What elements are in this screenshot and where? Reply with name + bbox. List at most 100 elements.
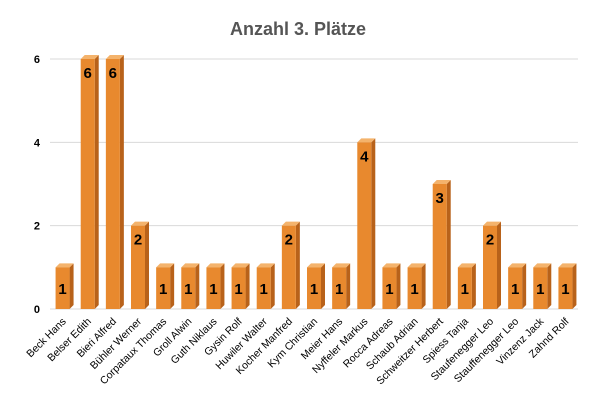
data-label: 1 xyxy=(561,281,569,298)
bar-top xyxy=(231,263,250,268)
data-label: 2 xyxy=(134,232,142,249)
bar-8 xyxy=(256,263,275,309)
bar-side xyxy=(471,263,476,309)
bar-front xyxy=(357,142,372,309)
bar-top xyxy=(307,263,325,268)
bar-side xyxy=(446,180,451,309)
bar-front xyxy=(206,267,221,309)
bar-4 xyxy=(156,263,175,309)
bar-top xyxy=(432,180,451,184)
bar-top xyxy=(55,263,74,268)
bar-front xyxy=(307,267,321,309)
bar-19 xyxy=(533,263,552,309)
bar-side xyxy=(321,263,325,309)
bar-top xyxy=(332,263,351,268)
bar-side xyxy=(547,263,552,309)
bar-top xyxy=(256,263,275,268)
bar-1 xyxy=(80,55,99,309)
bar-top xyxy=(105,55,124,59)
bar-top xyxy=(558,263,577,268)
bar-side xyxy=(119,55,124,309)
bar-side xyxy=(371,138,376,309)
bar-top xyxy=(80,55,99,59)
bar-9 xyxy=(281,221,300,309)
bar-side xyxy=(346,263,351,309)
bar-side xyxy=(145,221,149,309)
bar-front xyxy=(508,267,523,309)
y-tick-label: 4 xyxy=(34,137,41,149)
bar-top xyxy=(533,263,552,268)
bar-side xyxy=(295,221,300,309)
bar-front xyxy=(231,267,246,309)
y-axis-ticks: 0 2 4 6 xyxy=(34,54,41,316)
bar-front xyxy=(281,225,296,309)
data-label: 1 xyxy=(209,281,217,298)
bar-3 xyxy=(131,221,149,309)
bar-5 xyxy=(181,263,200,309)
bar-17 xyxy=(483,221,501,309)
bar-front xyxy=(256,267,271,309)
bar-front xyxy=(382,267,397,309)
bar-side xyxy=(220,263,225,309)
data-label: 6 xyxy=(109,65,117,82)
bar-7 xyxy=(231,263,250,309)
bar-front xyxy=(131,225,145,309)
data-label: 1 xyxy=(58,281,66,298)
data-label: 1 xyxy=(310,281,318,298)
bar-side xyxy=(170,263,175,309)
bar-front xyxy=(332,267,347,309)
bar-front xyxy=(105,59,120,309)
chart-title: Anzahl 3. Plätze xyxy=(230,19,366,39)
bar-side xyxy=(572,263,577,309)
bar-14 xyxy=(407,263,426,309)
bar-18 xyxy=(508,263,527,309)
bar-0 xyxy=(55,263,74,309)
y-tick-label: 6 xyxy=(34,54,40,66)
bar-front xyxy=(432,184,447,309)
bar-front xyxy=(181,267,196,309)
bar-front xyxy=(80,59,95,309)
bar-side xyxy=(421,263,426,309)
bar-top xyxy=(483,221,501,226)
bar-front xyxy=(407,267,422,309)
data-label: 1 xyxy=(511,281,519,298)
bar-16 xyxy=(457,263,476,309)
bar-side xyxy=(497,221,501,309)
bar-side xyxy=(69,263,74,309)
data-label: 6 xyxy=(84,65,92,82)
data-label: 1 xyxy=(536,281,544,298)
bar-2 xyxy=(105,55,124,309)
data-label: 3 xyxy=(436,190,444,207)
data-label: 1 xyxy=(335,281,343,298)
data-label: 1 xyxy=(461,281,469,298)
bar-side xyxy=(522,263,527,309)
bar-front xyxy=(457,267,472,309)
bar-side xyxy=(94,55,99,309)
data-label: 1 xyxy=(260,281,268,298)
y-tick-label: 0 xyxy=(34,304,40,316)
bar-10 xyxy=(307,263,325,309)
bar-20 xyxy=(558,263,577,309)
bar-12 xyxy=(357,138,376,309)
bar-top xyxy=(357,138,376,143)
bar-top xyxy=(131,221,149,226)
bar-side xyxy=(195,263,200,309)
bar-front xyxy=(483,225,497,309)
bar-top xyxy=(281,221,300,226)
bar-side xyxy=(270,263,275,309)
bar-top xyxy=(382,263,401,268)
data-label: 1 xyxy=(410,281,418,298)
bar-side xyxy=(245,263,250,309)
bar-15 xyxy=(432,180,451,309)
bar-top xyxy=(181,263,200,268)
y-tick-label: 2 xyxy=(34,221,40,233)
bar-top xyxy=(407,263,426,268)
bars xyxy=(55,55,577,309)
bar-11 xyxy=(332,263,351,309)
data-label: 4 xyxy=(360,148,369,165)
bar-front xyxy=(558,267,573,309)
data-label: 2 xyxy=(486,232,494,249)
